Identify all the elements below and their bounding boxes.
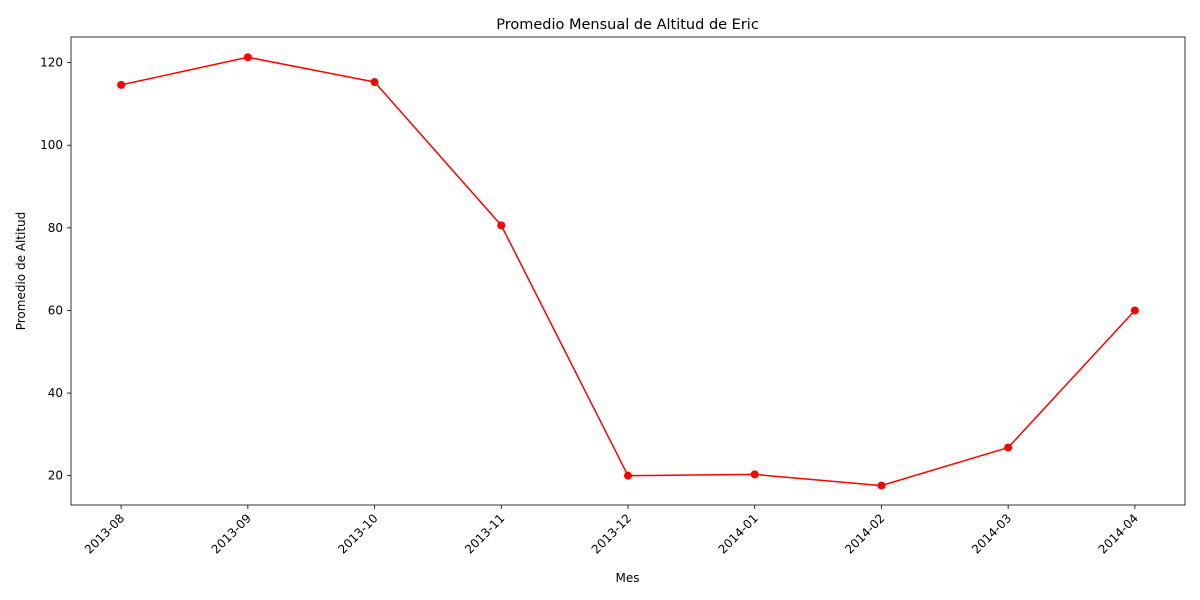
chart-title: Promedio Mensual de Altitud de Eric <box>496 17 759 33</box>
data-point <box>370 78 379 87</box>
data-point <box>243 53 252 62</box>
data-point <box>877 481 886 490</box>
y-tick-label: 20 <box>48 469 63 483</box>
data-point <box>497 221 506 230</box>
y-tick-label: 60 <box>48 303 63 317</box>
data-point <box>750 470 759 479</box>
y-axis-label: Promedio de Altitud <box>14 212 28 331</box>
data-point <box>117 80 126 89</box>
y-tick-label: 40 <box>48 386 63 400</box>
y-tick-label: 80 <box>48 221 63 235</box>
y-tick-label: 100 <box>40 138 63 152</box>
y-tick-label: 120 <box>40 56 63 70</box>
data-point <box>624 471 632 480</box>
data-point <box>1130 306 1139 315</box>
data-point <box>1004 443 1013 452</box>
x-axis-label: Mes <box>616 571 640 585</box>
